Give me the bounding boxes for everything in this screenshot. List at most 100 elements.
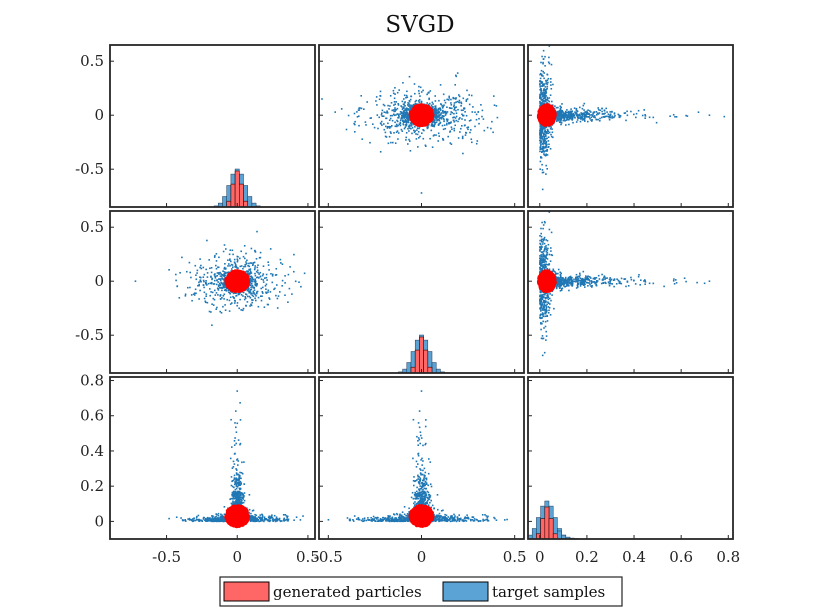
target-sample-point	[562, 119, 565, 122]
target-sample-point	[406, 112, 409, 114]
target-sample-point	[227, 259, 229, 261]
target-sample-point	[229, 296, 232, 299]
target-sample-point	[543, 151, 546, 153]
target-sample-point	[540, 133, 543, 135]
target-sample-point	[452, 116, 454, 119]
target-sample-point	[554, 105, 556, 107]
target-sample-point	[556, 116, 558, 119]
target-sample-point	[260, 278, 263, 280]
target-sample-point	[228, 310, 231, 312]
panel-r2-c1	[109, 210, 316, 374]
target-sample-point	[401, 115, 404, 118]
target-sample-point	[550, 135, 553, 138]
target-sample-point	[549, 148, 552, 150]
target-sample-point	[398, 115, 400, 117]
target-sample-point	[401, 119, 404, 122]
target-sample-point	[420, 91, 423, 93]
target-sample-point	[247, 272, 250, 275]
target-sample-point	[378, 98, 381, 101]
target-sample-point	[544, 97, 546, 100]
target-sample-point	[413, 83, 416, 85]
target-sample-point	[258, 257, 261, 259]
target-sample-point	[398, 123, 401, 125]
target-sample-point	[652, 116, 655, 119]
target-sample-point	[566, 118, 569, 121]
target-sample-point	[400, 112, 403, 115]
target-sample-point	[404, 114, 407, 116]
target-sample-point	[543, 88, 545, 90]
target-sample-point	[209, 282, 212, 284]
target-sample-point	[565, 111, 568, 114]
target-sample-point	[470, 94, 473, 97]
target-sample-point	[462, 109, 464, 111]
generated-particle	[425, 116, 430, 121]
target-sample-point	[215, 260, 218, 262]
target-sample-point	[568, 119, 570, 121]
target-sample-point	[397, 103, 399, 105]
target-sample-point	[284, 294, 286, 296]
target-sample-point	[542, 98, 544, 101]
target-sample-point	[433, 116, 435, 118]
target-sample-point	[596, 112, 599, 114]
target-sample-point	[539, 128, 542, 130]
target-sample-point	[633, 113, 635, 116]
target-sample-point	[383, 128, 386, 131]
target-sample-point	[418, 99, 421, 101]
target-sample-point	[187, 286, 189, 289]
target-sample-point	[391, 125, 393, 127]
target-sample-point	[389, 114, 392, 117]
target-sample-point	[558, 112, 560, 114]
target-sample-point	[575, 121, 578, 123]
target-sample-point	[233, 258, 236, 261]
target-sample-point	[547, 146, 550, 148]
target-sample-point	[545, 135, 547, 138]
target-sample-point	[560, 110, 562, 112]
target-sample-point	[265, 288, 267, 290]
target-sample-point	[212, 304, 215, 306]
target-sample-point	[426, 102, 428, 104]
target-sample-point	[463, 124, 466, 127]
generated-particle	[421, 115, 426, 121]
target-sample-point	[584, 120, 586, 122]
target-sample-point	[408, 100, 411, 103]
target-sample-point	[558, 109, 561, 112]
target-sample-point	[544, 96, 546, 98]
target-sample-point	[575, 111, 577, 114]
target-sample-point	[445, 111, 447, 113]
target-sample-point	[427, 92, 429, 94]
target-sample-point	[254, 293, 256, 296]
target-sample-point	[609, 116, 612, 119]
target-sample-point	[249, 273, 251, 275]
target-sample-point	[635, 112, 638, 115]
target-sample-point	[207, 282, 210, 285]
target-sample-point	[380, 120, 383, 123]
target-sample-point	[381, 124, 383, 126]
target-sample-point	[408, 130, 410, 132]
target-sample-point	[252, 278, 255, 281]
target-sample-point	[237, 292, 239, 295]
target-sample-point	[228, 271, 230, 273]
target-sample-point	[541, 163, 543, 166]
target-sample-point	[217, 266, 219, 268]
target-sample-point	[215, 283, 218, 286]
target-sample-point	[448, 95, 450, 98]
target-sample-point	[441, 112, 443, 114]
target-sample-point	[643, 109, 645, 111]
target-sample-point	[206, 301, 209, 304]
target-sample-point	[403, 94, 406, 97]
target-sample-point	[465, 114, 468, 117]
target-sample-point	[254, 267, 256, 269]
target-sample-point	[246, 301, 249, 303]
target-sample-point	[408, 115, 410, 117]
target-sample-point	[262, 279, 265, 281]
target-sample-point	[550, 81, 552, 83]
target-sample-point	[385, 117, 387, 120]
target-sample-point	[393, 114, 396, 117]
target-sample-point	[630, 110, 632, 113]
target-sample-point	[376, 104, 378, 106]
target-sample-point	[432, 111, 435, 113]
target-sample-point	[547, 136, 550, 138]
target-sample-point	[458, 101, 460, 103]
target-sample-point	[548, 56, 550, 59]
target-sample-point	[219, 275, 222, 277]
